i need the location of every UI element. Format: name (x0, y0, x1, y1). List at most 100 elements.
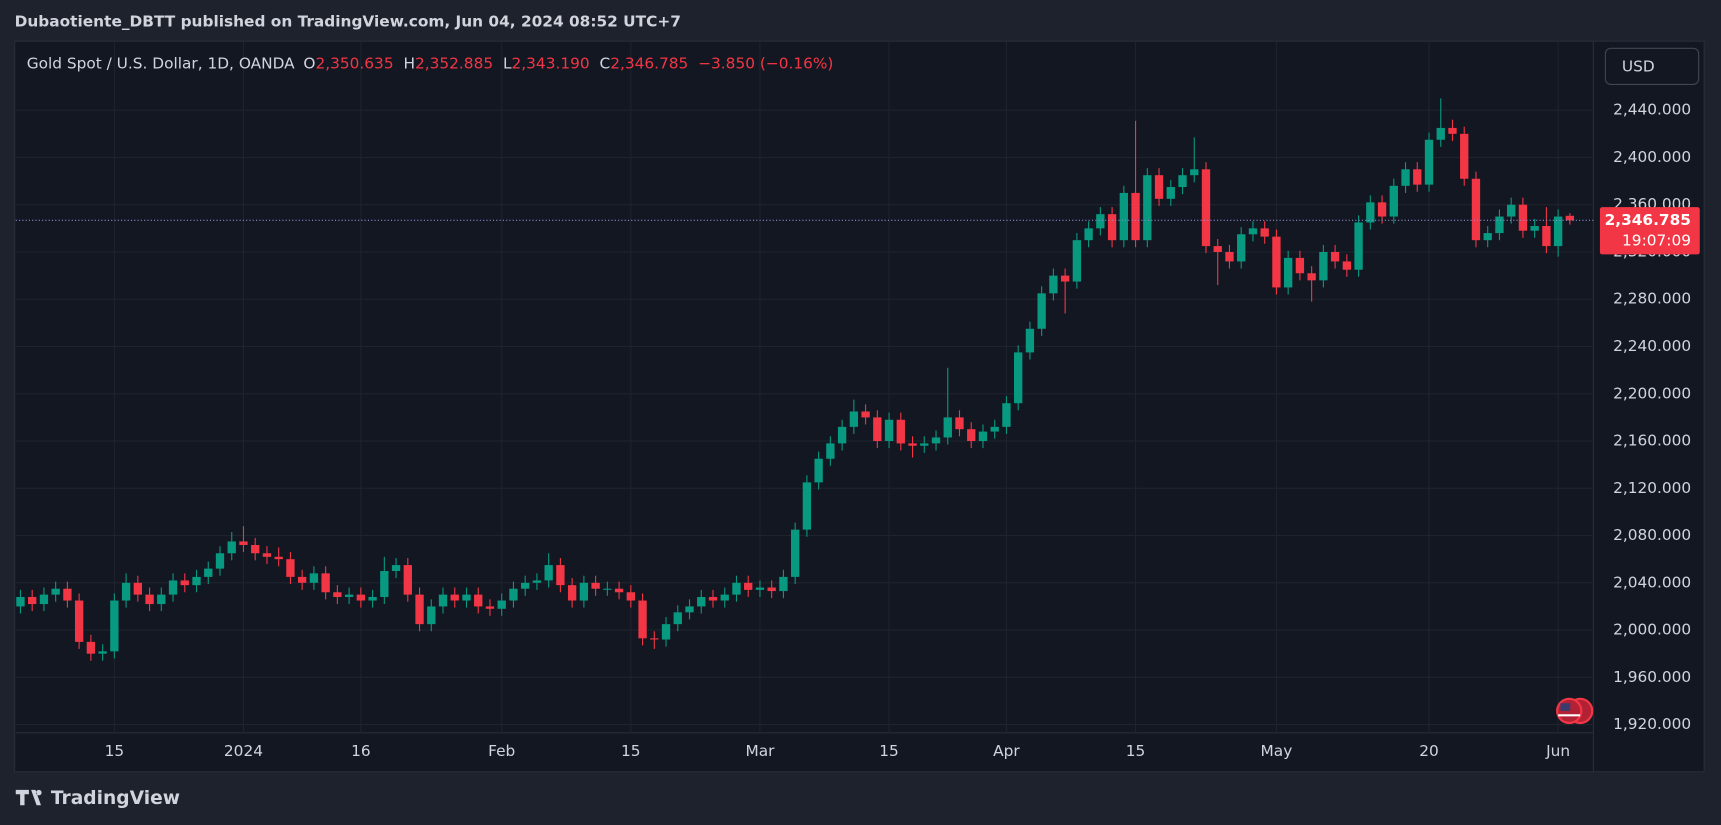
candle-body (462, 594, 471, 601)
candle-body (884, 419, 894, 442)
candle-body (145, 594, 154, 605)
o-value: 2,350.635 (316, 54, 394, 72)
c-key: C (600, 54, 611, 72)
x-tick-label: Apr (993, 742, 1020, 760)
x-tick-label: 20 (1419, 742, 1439, 760)
candle-body (415, 594, 424, 625)
h-value: 2,352.885 (415, 54, 493, 72)
candle-body (1366, 202, 1375, 223)
symbol: Gold Spot / U.S. Dollar, 1D, OANDA (27, 54, 295, 72)
candle-body (814, 458, 823, 483)
x-tick-label: 15 (1126, 742, 1146, 760)
candle-body (1072, 240, 1082, 282)
candle-body (697, 596, 706, 607)
candle-body (509, 588, 518, 601)
y-tick-label: 2,080.000 (1613, 526, 1691, 544)
candle-body (1283, 257, 1293, 288)
candle-body (1213, 246, 1222, 252)
candle-body (16, 596, 25, 607)
candle-body (908, 443, 917, 446)
candle-body (1084, 228, 1093, 241)
candle-body (556, 565, 565, 586)
candle-body (1190, 169, 1199, 176)
l-key: L (503, 54, 512, 72)
candle-body (215, 553, 225, 569)
change: −3.850 (−0.16%) (698, 54, 833, 72)
candle-body (1565, 215, 1575, 221)
y-tick-label: 1,960.000 (1613, 668, 1691, 686)
candle-body (720, 594, 729, 601)
candle-body (1237, 234, 1246, 262)
publisher: Dubaotiente_DBTT published on TradingVie… (15, 12, 681, 30)
candle-body (168, 580, 178, 595)
y-tick-label: 2,200.000 (1613, 384, 1691, 402)
candle-body (1354, 222, 1363, 270)
candle-body (251, 544, 260, 554)
candle-body (873, 417, 882, 442)
candle-body (1471, 178, 1481, 241)
candle-body (1248, 228, 1258, 235)
candle-body (1530, 225, 1539, 231)
candle-body (744, 582, 753, 590)
candle-body (626, 592, 635, 601)
candle-body (1307, 273, 1316, 281)
candle-body (1060, 275, 1070, 282)
candle-body (333, 592, 342, 597)
x-tick-label: 2024 (224, 742, 263, 760)
x-tick-label: Mar (745, 742, 775, 760)
candle-body (896, 419, 905, 444)
x-tick-label: May (1261, 742, 1293, 760)
candle-body (309, 573, 319, 583)
candle-body (485, 606, 495, 609)
candle-body (157, 594, 166, 605)
candle-body (521, 582, 530, 589)
candle-body (1518, 204, 1528, 231)
candle-body (1037, 293, 1046, 329)
x-tick-label: Feb (488, 742, 515, 760)
candle-body (837, 426, 847, 444)
candle-body (204, 568, 213, 577)
candle-body (1377, 202, 1387, 217)
candle-body (532, 580, 542, 583)
candle-body (1295, 257, 1305, 274)
candle-body (1424, 139, 1434, 185)
candle-body (661, 624, 671, 640)
candle-body (274, 556, 283, 560)
candle-body (920, 443, 929, 446)
candle-body (86, 641, 96, 654)
c-value: 2,346.785 (610, 54, 688, 72)
candle-body (1448, 127, 1457, 134)
candle-body (614, 588, 624, 593)
candle-body (849, 411, 859, 427)
candle-body (1483, 233, 1492, 241)
candle-body (826, 443, 835, 459)
candle-body (1025, 328, 1035, 353)
candle-body (438, 594, 448, 607)
o-key: O (303, 54, 315, 72)
candle-body (1225, 251, 1234, 262)
candle-body (1272, 236, 1281, 288)
candle-body (403, 565, 412, 595)
currency-button[interactable] (1604, 47, 1700, 86)
y-tick-label: 2,000.000 (1613, 621, 1691, 639)
candle-body (1495, 216, 1504, 234)
candle-body (1401, 169, 1410, 186)
plot: 1,920.000 1,960.000 2,000.000 2,040.000 2,08… (15, 41, 1700, 772)
candle-body (1178, 175, 1187, 188)
candle-body (1436, 127, 1445, 140)
candle-body (63, 588, 72, 601)
candle-body (708, 596, 718, 601)
y-tick-label: 2,120.000 (1613, 479, 1691, 497)
candle-body (1166, 187, 1175, 199)
candle-body (1107, 214, 1117, 241)
chart-pane (14, 40, 1705, 773)
candle-body (427, 606, 436, 625)
countdown: 19:07:09 (1622, 232, 1691, 250)
x-tick-label: 16 (351, 742, 371, 760)
candle-body (790, 529, 800, 577)
candle-body (450, 594, 459, 601)
candle-body (1330, 251, 1340, 262)
candle-body (978, 431, 988, 442)
candle-body (121, 582, 131, 601)
